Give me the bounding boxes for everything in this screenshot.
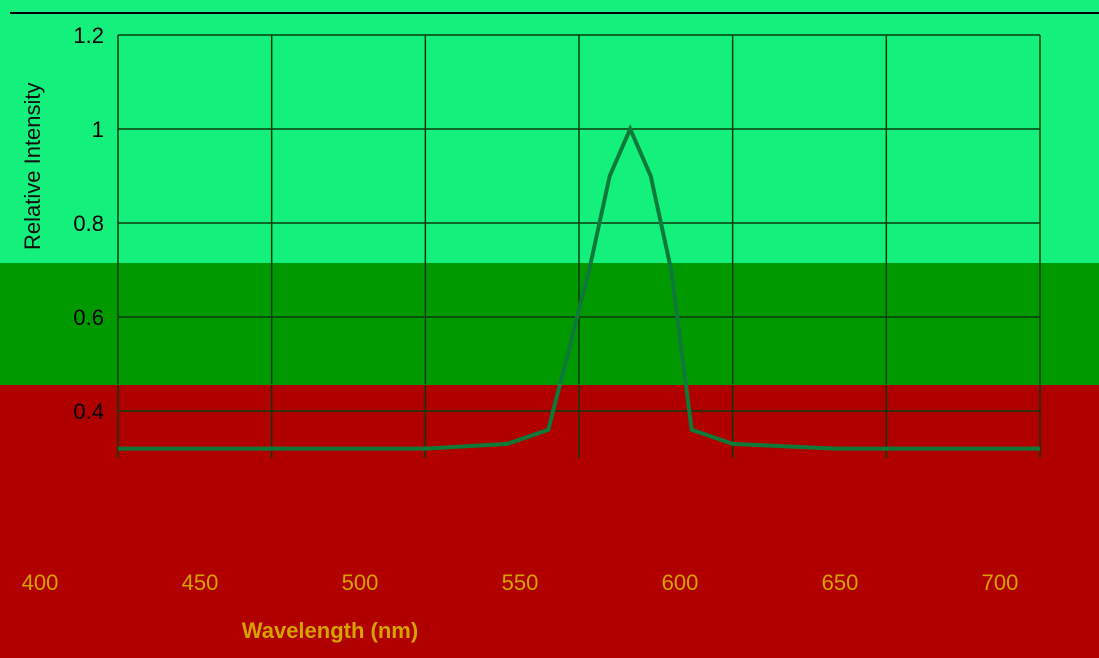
x-tick-label: 500	[342, 570, 379, 595]
grid	[117, 34, 1041, 458]
x-axis-label: Wavelength (nm)	[242, 618, 418, 643]
y-tick-label: 0.6	[73, 305, 104, 330]
x-tick-labels: 400 450 500 550 600 650 700	[22, 570, 1019, 595]
y-tick-labels: 0.4 0.6 0.8 1 1.2	[73, 23, 104, 424]
x-tick-label: 550	[502, 570, 539, 595]
series-line	[118, 123, 1040, 451]
x-tick-label: 650	[822, 570, 859, 595]
x-tick-label: 450	[182, 570, 219, 595]
top-border	[10, 12, 1099, 14]
x-tick-label: 700	[982, 570, 1019, 595]
y-tick-label: 0.8	[73, 211, 104, 236]
x-tick-label: 600	[662, 570, 699, 595]
y-tick-label: 1.2	[73, 23, 104, 48]
y-tick-label: 1	[92, 117, 104, 142]
y-tick-label: 0.4	[73, 399, 104, 424]
x-tick-label: 400	[22, 570, 59, 595]
y-axis-label: Relative Intensity	[20, 82, 45, 250]
top-color-band	[0, 0, 1099, 263]
middle-color-band	[0, 263, 1099, 385]
